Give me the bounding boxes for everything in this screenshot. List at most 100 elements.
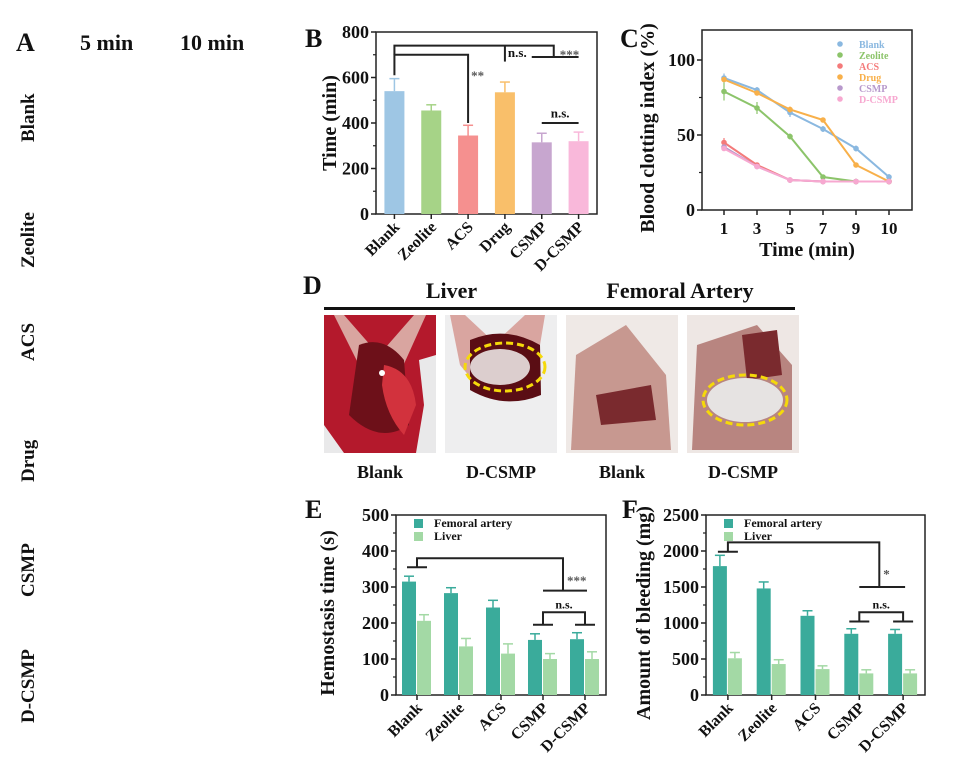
d-caption-liver-blank: Blank [356, 462, 404, 482]
d-group-title-liver: Liver [425, 278, 478, 303]
chart-e-annotation-blank-group: *** [567, 573, 587, 588]
chart-e-legend-label-liver: Liver [434, 529, 463, 543]
liver-blank-illustration [324, 315, 436, 453]
chart-f-xtick-label-zeolite: Zeolite [735, 700, 780, 745]
chart-c-point-d-csmp [787, 177, 793, 183]
chart-c-point-acs [721, 139, 727, 146]
chart-f-annotation-csmp-dcsmp: n.s. [873, 598, 890, 612]
liver-dcsmp-illustration [450, 315, 547, 402]
chart-f-bar-femoral-artery-acs [800, 615, 815, 695]
panel-label-f: F [622, 495, 638, 524]
chart-c-xtick-label: 9 [852, 219, 861, 238]
row-label-drug: Drug [18, 439, 39, 482]
chart-b-xtick-label-zeolite: Zeolite [395, 219, 440, 264]
chart-f-ytick-label: 500 [672, 649, 699, 669]
chart-c-y-axis-title: Blood clotting index (%) [637, 23, 659, 232]
chart-c-ytick-label: 50 [677, 125, 695, 145]
chart-f-bar-liver-d-csmp [903, 673, 918, 695]
photo-liver-blank [324, 315, 436, 453]
chart-c-point-drug [787, 106, 793, 113]
chart-f-y-axis-title: Amount of bleeding (mg) [633, 506, 655, 720]
chart-e-xtick-label-blank: Blank [385, 700, 426, 741]
chart-c-legend-marker-d-csmp [837, 96, 843, 102]
chart-c-x-axis-title: Time (min) [759, 239, 855, 261]
chart-e-bar-femoral-artery-zeolite [444, 593, 458, 695]
chart-b-annotation-blank-csmp: *** [560, 47, 580, 62]
chart-b-ytick-label: 400 [342, 113, 369, 133]
chart-c-xtick-label: 1 [720, 219, 729, 238]
chart-e-bar-liver-d-csmp [585, 659, 599, 695]
chart-f-bar-femoral-artery-d-csmp [888, 633, 903, 695]
chart-e-bar-liver-zeolite [459, 646, 473, 695]
chart-f-legend-swatch-liver [724, 532, 733, 541]
photo-femoral-dcsmp [687, 315, 799, 453]
chart-c-point-drug [721, 76, 727, 83]
chart-c-point-zeolite [787, 133, 793, 140]
chart-c-legend-label-d-csmp: D-CSMP [859, 95, 898, 106]
chart-b-bar-csmp [531, 142, 552, 214]
chart-e-bar-femoral-artery-d-csmp [570, 639, 584, 695]
chart-f-ytick-label: 0 [690, 685, 699, 705]
chart-b-annotation-blank-drug: n.s. [508, 45, 527, 60]
chart-c-line-csmp [723, 146, 889, 183]
column-header-10min: 10 min [180, 30, 245, 55]
panel-label-e: E [305, 495, 323, 524]
chart-b-ytick-label: 200 [342, 159, 369, 179]
chart-f-ytick-label: 2000 [663, 541, 699, 561]
chart-e-bar-liver-blank [417, 620, 431, 695]
chart-e-bar-femoral-artery-acs [486, 607, 500, 695]
panel-label-d: D [303, 271, 322, 300]
chart-c-legend-label-drug: Drug [859, 73, 881, 84]
chart-c-legend-label-zeolite: Zeolite [859, 51, 889, 62]
chart-f-xtick-label-acs: ACS [790, 700, 825, 735]
highlight-ellipse [701, 373, 789, 427]
chart-b-bar-acs [458, 135, 479, 214]
chart-f-bar-liver-blank [727, 658, 742, 695]
chart-e-bar-liver-acs [501, 653, 515, 695]
chart-e-bracket-csmp-dcsmp [533, 611, 595, 626]
chart-c-legend-marker-blank [837, 41, 843, 47]
chart-c-blood-clotting-index: 0 50 100 Blood clotting index (%) 1 3 5 7 9 10 Tim… [637, 23, 913, 261]
chart-c-point-d-csmp [853, 178, 859, 185]
chart-c-xtick-label: 10 [881, 219, 898, 238]
chart-c-xtick-label: 3 [753, 219, 762, 238]
chart-f-ytick-label: 1500 [663, 577, 699, 597]
chart-f-amount-of-bleeding: 0 500 1000 1500 2000 2500 Amount of bleeding (… [633, 505, 926, 756]
chart-c-point-d-csmp [754, 163, 760, 170]
chart-e-legend-swatch-liver [414, 532, 423, 541]
d-caption-liver-dcsmp: D-CSMP [466, 462, 536, 482]
femoral-blank-illustration [566, 315, 678, 453]
chart-e-annotation-csmp-dcsmp: n.s. [555, 598, 572, 612]
chart-c-plot-frame [701, 29, 913, 211]
chart-c-ytick-label: 0 [686, 200, 695, 220]
chart-f-legend-label-femoral-artery: Femoral artery [744, 516, 822, 530]
chart-e-bar-liver-csmp [543, 659, 557, 695]
row-label-csmp: CSMP [18, 542, 39, 597]
chart-f-bracket-csmp-dcsmp [849, 611, 914, 623]
panel-label-b: B [305, 24, 323, 53]
chart-f-xtick-label-blank: Blank [696, 700, 737, 741]
chart-e-hemostasis-time: 0 100 200 300 400 500 Hemostasis time (s) Blank… [317, 505, 607, 756]
chart-c-legend-label-csmp: CSMP [859, 84, 887, 95]
chart-e-ytick-label: 200 [362, 613, 389, 633]
row-label-blank: Blank [18, 93, 39, 142]
highlight-ellipse [463, 341, 547, 393]
femoral-dcsmp-illustration [687, 315, 799, 453]
chart-b-bracket-blank-acs [393, 53, 470, 123]
chart-c-xtick-label: 7 [819, 219, 828, 238]
chart-c-xtick-label: 5 [786, 219, 795, 238]
panel-label-c: C [620, 24, 639, 53]
row-label-zeolite: Zeolite [18, 212, 39, 268]
row-label-acs: ACS [18, 322, 39, 361]
column-header-5min: 5 min [80, 30, 134, 55]
d-group-title-femoral: Femoral Artery [606, 278, 754, 303]
photo-femoral-blank [566, 315, 678, 453]
chart-c-point-blank [886, 174, 892, 180]
chart-e-y-axis-title: Hemostasis time (s) [317, 530, 339, 696]
d-caption-femoral-blank: Blank [598, 462, 646, 482]
chart-e-ytick-label: 0 [380, 685, 389, 705]
row-label-d-csmp: D-CSMP [18, 648, 39, 723]
chart-c-legend-marker-csmp [837, 85, 843, 91]
chart-c-line-blank [723, 77, 890, 178]
